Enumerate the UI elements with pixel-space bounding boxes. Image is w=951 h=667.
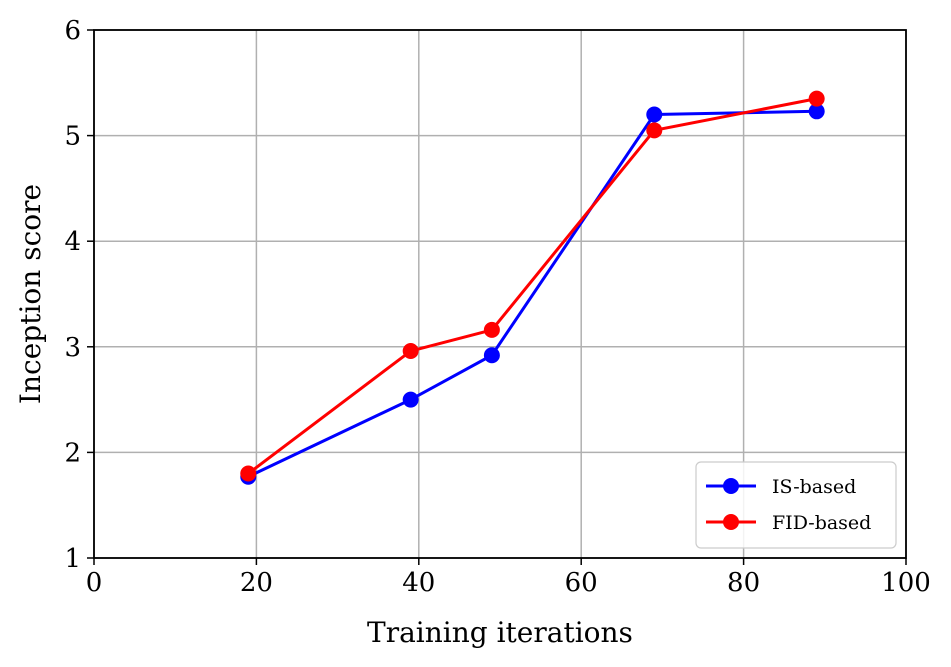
legend-item: FID-based xyxy=(706,512,871,534)
data-point xyxy=(240,465,257,482)
x-tick-label: 60 xyxy=(565,568,598,598)
plot-frame xyxy=(93,29,907,559)
data-point xyxy=(402,391,419,408)
y-tick-label: 6 xyxy=(64,16,81,46)
y-tick-label: 2 xyxy=(64,438,81,468)
x-tick-label: 40 xyxy=(402,568,435,598)
ticks: 0 20 40 60 80 100 1 2 3 4 5 6 xyxy=(64,16,930,598)
y-tick-label: 4 xyxy=(64,227,81,257)
series-layer xyxy=(240,90,825,485)
data-point xyxy=(402,343,419,360)
legend-swatch-marker xyxy=(723,514,739,530)
y-tick-label: 1 xyxy=(64,544,81,574)
data-point xyxy=(646,106,663,123)
legend-swatch-marker xyxy=(723,478,739,494)
x-tick-label: 0 xyxy=(86,568,103,598)
data-point xyxy=(808,90,825,107)
series-fid-based xyxy=(240,90,825,482)
x-tick-label: 80 xyxy=(727,568,760,598)
data-point xyxy=(483,321,500,338)
series-line xyxy=(247,109,817,479)
legend-box xyxy=(695,461,897,549)
legend: IS-based FID-based xyxy=(695,461,897,549)
series-line xyxy=(247,97,817,475)
legend-label: IS-based xyxy=(772,476,856,498)
series-is-based xyxy=(240,103,825,485)
x-axis-label: Training iterations xyxy=(367,616,633,649)
x-tick-label: 20 xyxy=(240,568,273,598)
data-point xyxy=(483,347,500,364)
legend-label: FID-based xyxy=(772,512,871,534)
legend-item: IS-based xyxy=(706,476,856,498)
data-point xyxy=(646,122,663,139)
x-tick-label: 100 xyxy=(881,568,931,598)
data-point xyxy=(808,103,825,120)
y-tick-label: 5 xyxy=(64,122,81,152)
y-axis-label: Inception score xyxy=(14,184,47,404)
y-tick-label: 3 xyxy=(64,333,81,363)
